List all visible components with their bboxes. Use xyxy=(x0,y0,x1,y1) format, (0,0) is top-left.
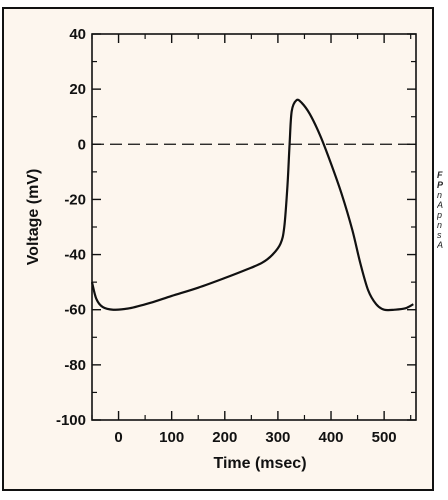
y-tick-label: -20 xyxy=(64,191,86,208)
x-tick-label: 0 xyxy=(114,429,122,446)
y-tick-label: -40 xyxy=(64,247,86,264)
caption-line-fragment: F xyxy=(437,170,443,180)
y-tick-label: 0 xyxy=(78,136,86,153)
caption-line-fragment: n xyxy=(437,190,443,200)
caption-line-fragment: s xyxy=(437,230,442,240)
caption-line-fragment: p xyxy=(437,210,443,220)
caption-line-fragment: n xyxy=(437,220,443,230)
x-tick-label: 400 xyxy=(319,429,344,446)
voltage-trace xyxy=(90,98,414,312)
x-tick-label: 200 xyxy=(212,429,237,446)
x-tick-label: 300 xyxy=(265,429,290,446)
y-tick-label: -80 xyxy=(64,357,86,374)
y-tick-label: -60 xyxy=(64,302,86,319)
x-tick-label: 100 xyxy=(159,429,184,446)
caption-line-fragment: A xyxy=(437,240,444,250)
y-tick-label: -100 xyxy=(56,412,86,429)
caption-line-fragment: P xyxy=(437,180,444,190)
y-tick-label: 40 xyxy=(69,26,86,43)
plot-area-frame xyxy=(91,33,417,421)
x-tick-label: 500 xyxy=(372,429,397,446)
y-axis-label: Voltage (mV) xyxy=(25,169,42,266)
caption-line-fragment: A xyxy=(437,200,444,210)
figure-frame xyxy=(2,7,434,491)
y-tick-label: 20 xyxy=(69,81,86,98)
x-axis-label: Time (msec) xyxy=(213,455,306,472)
